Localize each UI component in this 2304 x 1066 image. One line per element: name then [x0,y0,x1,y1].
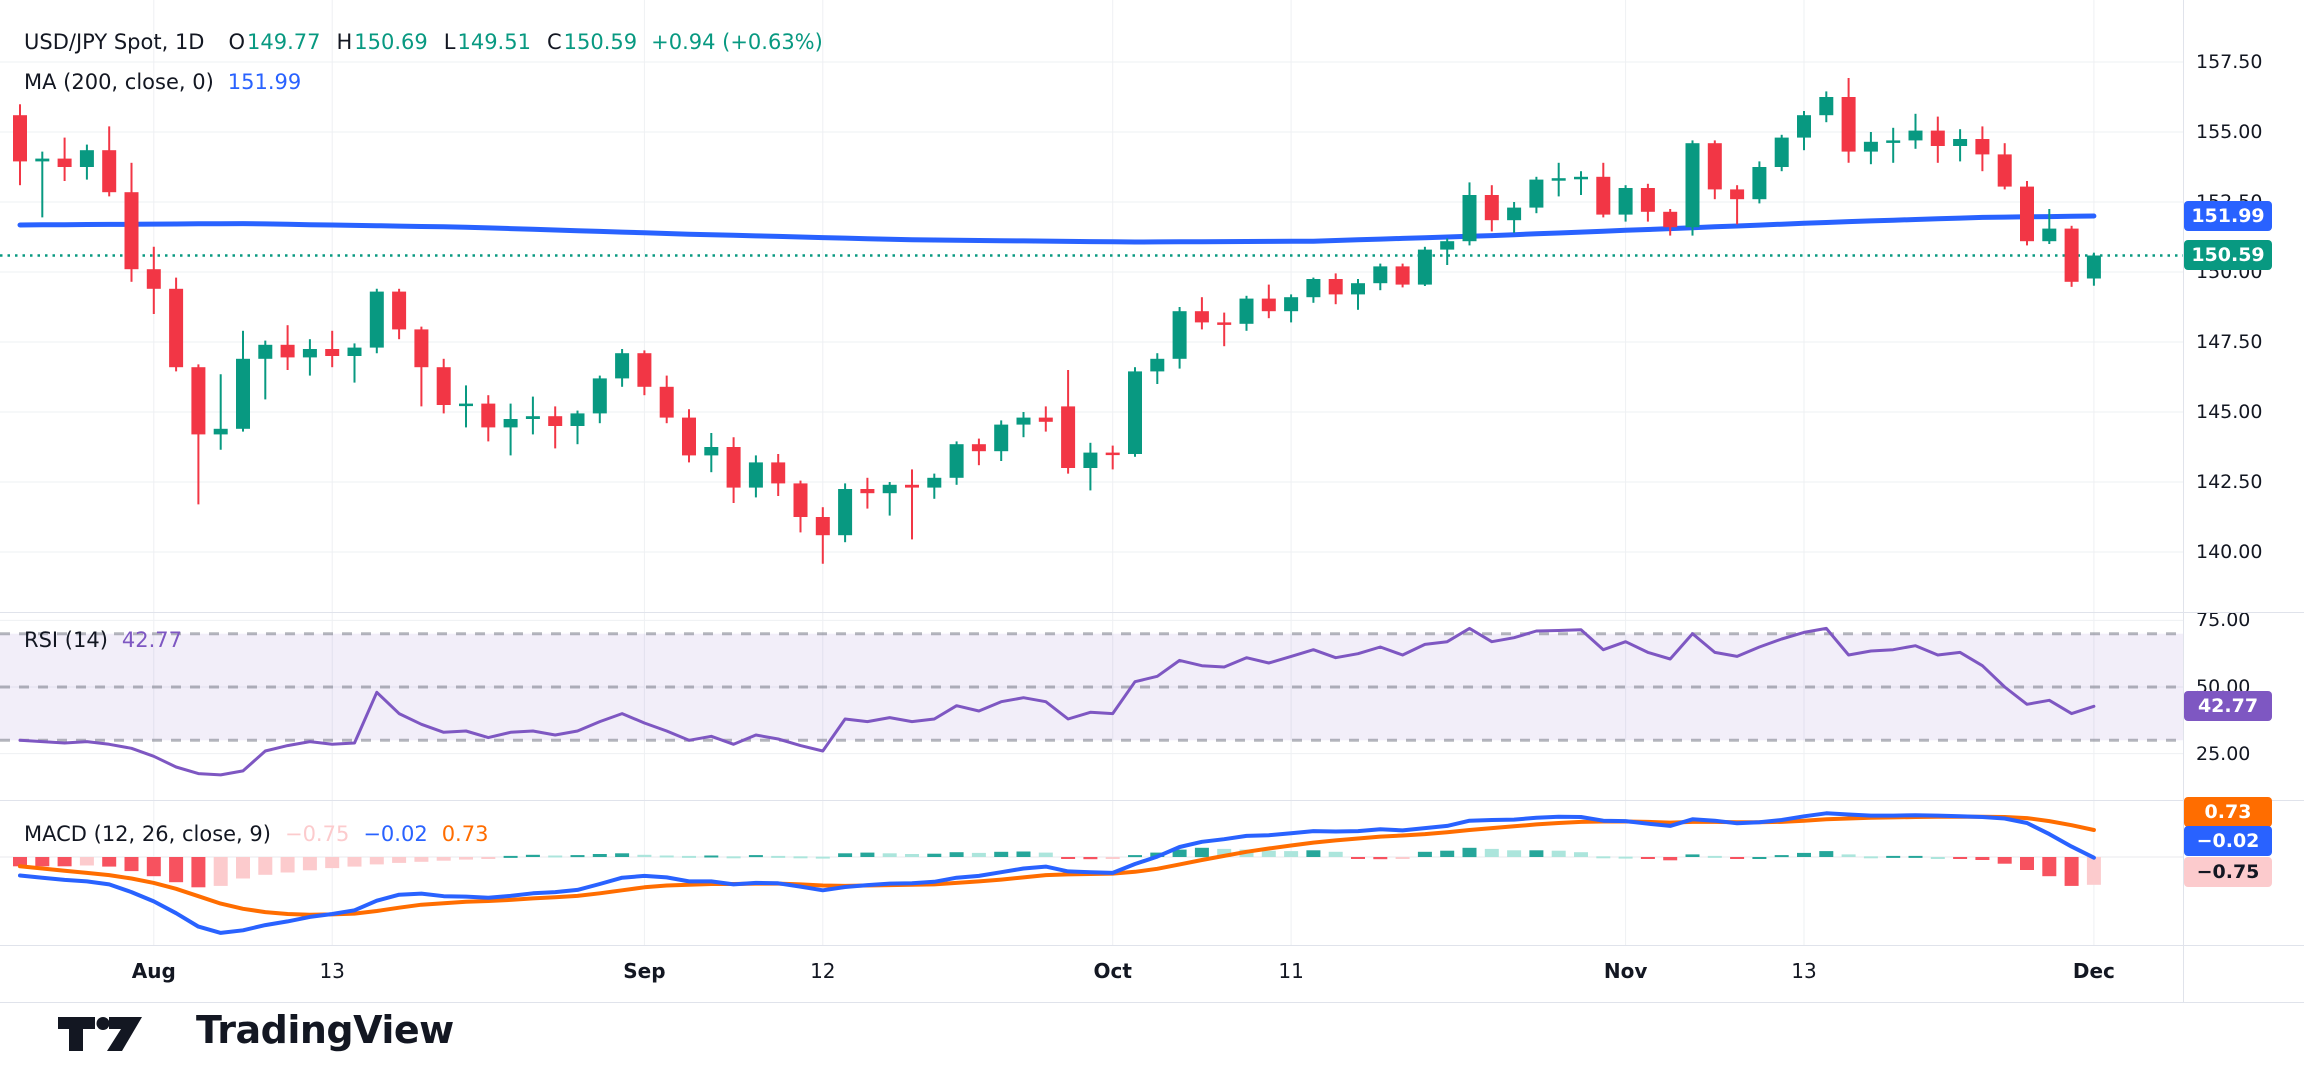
chart-layers [0,0,2283,945]
symbol-title: USD/JPY Spot, 1D [24,30,205,54]
ma-legend[interactable]: MA (200, close, 0) 151.99 [24,70,301,94]
ohlc-value: 150.69 [354,30,428,54]
ma-label: MA (200, close, 0) [24,70,214,94]
ohlc-value: 150.59 [563,30,638,54]
ohlc-label: L [443,30,456,54]
ohlc-value: 149.77 [247,30,321,54]
price-axis-tick: 145.00 [2196,401,2263,423]
tradingview-logo-text[interactable]: TradingView [196,1008,454,1052]
price-axis-tick: 157.50 [2196,51,2263,73]
ohlc-values: O 149.77 H 150.69 L 149.51 C 150.59 [228,30,637,54]
ohlc-pair-o: O 149.77 [228,30,320,54]
tradingview-logo-icon[interactable] [58,1016,168,1052]
price-axis-border [2183,0,2184,1002]
rsi-value-badge: 42.77 [2184,691,2272,722]
price-axis-tick: 142.50 [2196,471,2263,493]
time-axis-label: 11 [1278,959,1304,983]
last-price-badge: 150.59 [2184,240,2272,271]
price-axis-tick: 147.50 [2196,331,2263,353]
time-axis-border [0,945,2304,946]
ohlc-label: C [546,30,562,54]
macd-legend[interactable]: MACD (12, 26, close, 9) −0.75 −0.02 0.73 [24,822,488,846]
time-axis-label: Aug [131,959,176,983]
macd-line-value: −0.02 [363,822,428,846]
ma-price-badge: 151.99 [2184,201,2272,232]
symbol-legend[interactable]: USD/JPY Spot, 1D O 149.77 H 150.69 L 149.51 C 1… [24,30,823,54]
price-axis-tick: 140.00 [2196,541,2263,563]
time-axis-label: Nov [1603,959,1648,983]
ohlc-label: H [336,30,353,54]
ohlc-pair-h: H 150.69 [336,30,427,54]
ohlc-label: O [228,30,245,54]
rsi-label: RSI (14) [24,628,108,652]
rsi-axis-tick: 75.00 [2196,609,2251,632]
pane-separator-rsi-macd[interactable] [0,800,2304,801]
rsi-legend[interactable]: RSI (14) 42.77 [24,628,182,652]
macd-signal-value: 0.73 [441,822,489,846]
hist-value-badge: −0.75 [2184,857,2272,887]
chart-bottom-border [0,1002,2304,1003]
ohlc-pair-l: L 149.51 [444,30,531,54]
macd-hist-value: −0.75 [284,822,350,846]
macd-label: MACD (12, 26, close, 9) [24,822,271,846]
time-axis-label: Oct [1093,959,1132,983]
time-axis-label: Dec [2072,959,2115,983]
time-axis[interactable] [0,945,2304,1002]
ohlc-value: 149.51 [457,30,531,54]
pane-separator-main-rsi[interactable] [0,612,2304,613]
time-axis-label: 13 [1791,959,1817,983]
ohlc-pair-c: C 150.59 [547,30,637,54]
ma-value: 151.99 [227,70,302,94]
change-value: +0.94 (+0.63%) [651,30,823,54]
rsi-value: 42.77 [121,628,183,652]
time-axis-label: 12 [810,959,836,983]
time-axis-label: Sep [623,959,666,983]
price-axis-tick: 155.00 [2196,121,2263,143]
macd-value-badge: −0.02 [2184,826,2272,856]
rsi-axis-tick: 25.00 [2196,742,2251,765]
time-axis-label: 13 [319,959,345,983]
signal-value-badge: 0.73 [2184,797,2272,827]
